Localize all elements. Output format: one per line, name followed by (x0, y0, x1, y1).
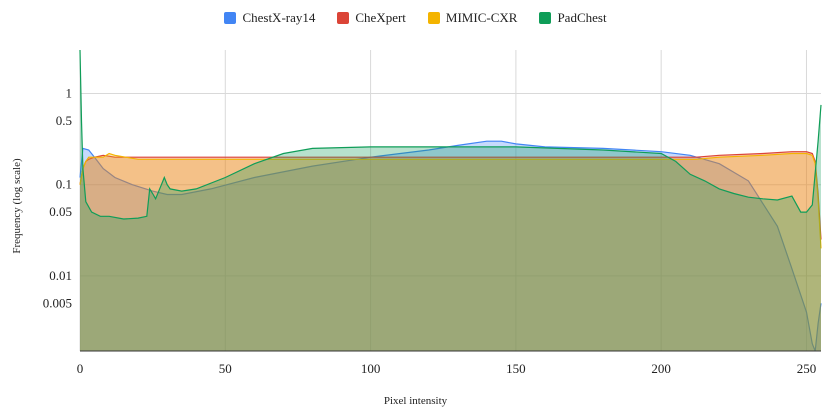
series-areas (79, 49, 822, 352)
area-chexpert (80, 151, 821, 351)
legend-label-padchest: PadChest (557, 10, 607, 25)
legend-swatch-chexpert (337, 12, 350, 24)
line-mimic-cxr (79, 152, 822, 249)
y-tick-label: 1 (66, 86, 73, 101)
legend-swatch-mimic-cxr (427, 12, 440, 24)
area-chestx-ray14 (80, 141, 821, 351)
legend-item-chexpert[interactable]: CheXpert (337, 10, 406, 26)
x-axis-label: Pixel intensity (383, 395, 448, 407)
y-tick-label: 0.01 (49, 268, 72, 283)
x-tick-label: 150 (506, 361, 526, 376)
y-tick-label: 0.1 (56, 177, 72, 192)
legend-swatch-padchest (539, 12, 552, 24)
legend-label-mimic-cxr: MIMIC-CXR (445, 10, 518, 25)
axes: 0 50 100 150 200 250 1 0.5 0.1 0.05 0.01 0.005 (43, 86, 821, 376)
grid (79, 50, 821, 351)
x-tick-label: 200 (651, 361, 671, 376)
x-tick-label: 0 (77, 361, 84, 376)
legend-item-padchest[interactable]: PadChest (539, 10, 607, 26)
line-padchest (79, 49, 822, 220)
y-tick-label: 0.05 (49, 204, 72, 219)
line-chexpert (79, 151, 822, 240)
legend: ChestX-ray14 CheXpert MIMIC-CXR PadChest (0, 10, 831, 26)
legend-label-chexpert: CheXpert (355, 10, 406, 25)
x-tick-label: 50 (219, 361, 232, 376)
y-tick-label: 0.005 (43, 295, 72, 310)
legend-item-mimic-cxr[interactable]: MIMIC-CXR (427, 10, 518, 26)
area-padchest (80, 50, 821, 351)
line-chestx-ray14 (79, 140, 822, 352)
legend-swatch-chestx-ray14 (224, 12, 237, 24)
area-mimic-cxr (80, 153, 821, 351)
y-axis-label: Frequency (log scale) (11, 158, 23, 254)
x-tick-label: 250 (797, 361, 817, 376)
legend-label-chestx-ray14: ChestX-ray14 (242, 10, 316, 25)
x-tick-label: 100 (361, 361, 381, 376)
legend-item-chestx-ray14[interactable]: ChestX-ray14 (224, 10, 315, 26)
y-tick-label: 0.5 (56, 113, 72, 128)
